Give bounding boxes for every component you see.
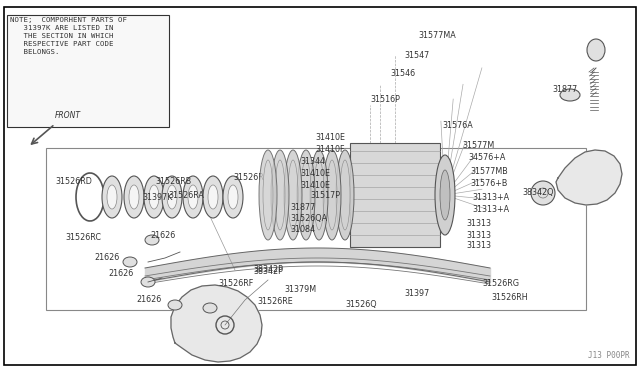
Bar (7, 15, 169, 127)
Text: 31526RA: 31526RA (168, 192, 204, 201)
Text: 31526RG: 31526RG (482, 279, 519, 289)
Text: 34576+A: 34576+A (468, 154, 506, 163)
Ellipse shape (168, 300, 182, 310)
Ellipse shape (145, 235, 159, 245)
Text: 31410F: 31410F (315, 145, 344, 154)
Text: 31516P: 31516P (370, 96, 400, 105)
Text: 31526RH: 31526RH (491, 294, 527, 302)
Ellipse shape (149, 185, 159, 209)
Text: 31084: 31084 (290, 225, 315, 234)
Ellipse shape (271, 150, 289, 240)
Bar (350, 143, 440, 247)
Text: BELONGS.: BELONGS. (10, 49, 60, 55)
Text: 31547: 31547 (404, 51, 429, 61)
Ellipse shape (323, 150, 341, 240)
Text: 31397K ARE LISTED IN: 31397K ARE LISTED IN (10, 25, 113, 31)
Text: J13 P00PR: J13 P00PR (588, 351, 630, 360)
Text: 31577MB: 31577MB (470, 167, 508, 176)
Ellipse shape (124, 176, 144, 218)
Text: 31313+A: 31313+A (472, 205, 509, 215)
Bar (46, 148, 586, 310)
Ellipse shape (310, 150, 328, 240)
Text: 31397: 31397 (404, 289, 429, 298)
Ellipse shape (223, 176, 243, 218)
Ellipse shape (188, 185, 198, 209)
Text: 31410E: 31410E (300, 182, 330, 190)
Text: 31526RF: 31526RF (218, 279, 253, 289)
Text: 31313+A: 31313+A (472, 192, 509, 202)
Ellipse shape (203, 176, 223, 218)
Ellipse shape (228, 185, 238, 209)
Ellipse shape (284, 150, 302, 240)
Text: 31517P: 31517P (310, 190, 340, 199)
Polygon shape (556, 150, 622, 205)
Text: 31526RC: 31526RC (65, 234, 101, 243)
Ellipse shape (102, 176, 122, 218)
Text: 31877: 31877 (552, 86, 577, 94)
Circle shape (531, 181, 555, 205)
Text: 31526QA: 31526QA (290, 214, 327, 222)
Text: 31577M: 31577M (462, 141, 494, 150)
Text: NOTE;  COMPORНENT PARTS OF: NOTE; COMPORНENT PARTS OF (10, 17, 127, 23)
Ellipse shape (167, 185, 177, 209)
Text: 31526RB: 31526RB (155, 177, 191, 186)
Ellipse shape (440, 170, 450, 220)
Ellipse shape (203, 303, 217, 313)
Text: RESPECTIVE PART CODE: RESPECTIVE PART CODE (10, 41, 113, 47)
Ellipse shape (208, 185, 218, 209)
Text: 31877: 31877 (290, 202, 316, 212)
Text: 31577MA: 31577MA (418, 32, 456, 41)
Text: 31576A: 31576A (442, 122, 473, 131)
Text: 31313: 31313 (466, 231, 491, 240)
Text: 31526Q: 31526Q (345, 301, 376, 310)
Text: 38342P: 38342P (253, 267, 283, 276)
Text: 21626: 21626 (94, 253, 119, 263)
Ellipse shape (560, 89, 580, 101)
Ellipse shape (587, 39, 605, 61)
Ellipse shape (144, 176, 164, 218)
Text: 38342Q: 38342Q (522, 187, 554, 196)
Text: 31379M: 31379M (284, 285, 316, 295)
Text: 31526RD: 31526RD (55, 177, 92, 186)
Text: 31576+B: 31576+B (470, 180, 508, 189)
Text: 31526RE: 31526RE (257, 298, 292, 307)
Ellipse shape (107, 185, 117, 209)
Polygon shape (171, 285, 262, 362)
Text: 31410E: 31410E (315, 134, 345, 142)
Ellipse shape (183, 176, 203, 218)
Ellipse shape (162, 176, 182, 218)
Text: THE SECTION IN WHICH: THE SECTION IN WHICH (10, 33, 113, 39)
Text: FRONT: FRONT (55, 111, 81, 120)
Text: 31397K: 31397K (142, 193, 172, 202)
Text: 31313: 31313 (466, 241, 491, 250)
Text: 31410E: 31410E (300, 170, 330, 179)
Ellipse shape (297, 150, 315, 240)
Ellipse shape (129, 185, 139, 209)
Ellipse shape (336, 150, 354, 240)
Ellipse shape (141, 277, 155, 287)
Text: 31526R: 31526R (233, 173, 264, 183)
Text: 21626: 21626 (108, 269, 133, 279)
Text: 31344: 31344 (300, 157, 325, 167)
Text: 31546: 31546 (390, 70, 415, 78)
Text: 31313: 31313 (466, 219, 491, 228)
Ellipse shape (259, 150, 277, 240)
Text: 21626: 21626 (150, 231, 175, 241)
Ellipse shape (123, 257, 137, 267)
Text: 38342P: 38342P (253, 266, 283, 275)
Ellipse shape (435, 155, 455, 235)
Text: 21626: 21626 (136, 295, 161, 305)
